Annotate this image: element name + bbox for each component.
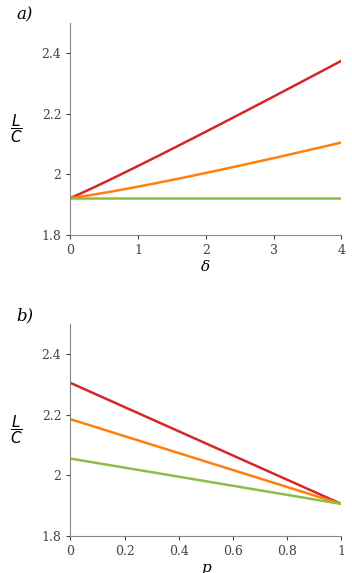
Text: a): a) bbox=[16, 6, 33, 23]
Y-axis label: $\dfrac{L}{C}$: $\dfrac{L}{C}$ bbox=[10, 112, 23, 146]
Text: b): b) bbox=[16, 307, 33, 324]
Y-axis label: $\dfrac{L}{C}$: $\dfrac{L}{C}$ bbox=[10, 413, 23, 446]
X-axis label: δ: δ bbox=[201, 260, 210, 274]
X-axis label: p: p bbox=[201, 560, 211, 573]
